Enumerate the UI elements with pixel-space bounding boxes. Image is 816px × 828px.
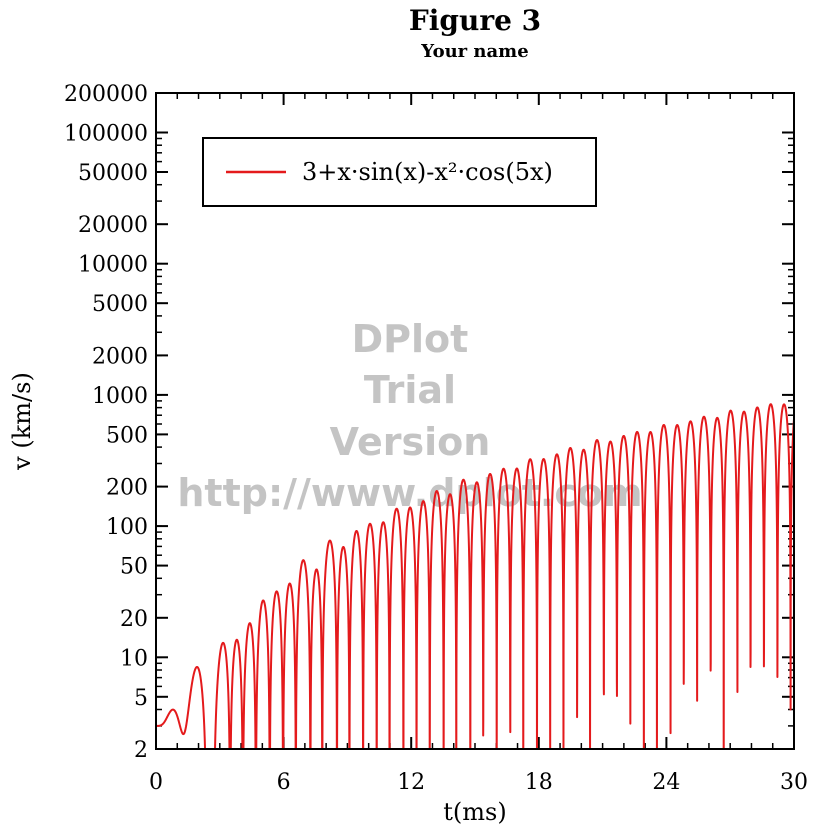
watermark-line: Trial <box>364 368 456 412</box>
y-tick-label: 5 <box>134 686 148 711</box>
chart-title: Figure 3 <box>409 4 541 37</box>
x-tick-label: 12 <box>397 770 425 795</box>
y-tick-label: 5000 <box>92 292 148 317</box>
legend-label: 3+x·sin(x)-x²·cos(5x) <box>302 158 553 186</box>
watermark-line: Version <box>330 420 491 464</box>
chart-subtitle: Your name <box>420 41 528 62</box>
series-line <box>157 403 793 748</box>
legend: 3+x·sin(x)-x²·cos(5x) <box>202 137 597 207</box>
y-tick-label: 20000 <box>78 213 148 238</box>
x-axis-ticks: 0 6 12 18 24 30 <box>149 93 808 795</box>
x-axis-label: t(ms) <box>443 798 506 826</box>
y-tick-label: 50000 <box>78 161 148 186</box>
y-tick-label: 20 <box>120 607 148 632</box>
y-tick-label: 10 <box>120 646 148 671</box>
y-tick-label: 100000 <box>64 121 148 146</box>
y-tick-label: 200000 <box>64 82 148 107</box>
y-tick-label: 50 <box>120 555 148 580</box>
legend-box <box>202 137 597 207</box>
watermark-line: DPlot <box>352 317 469 361</box>
y-tick-label: 2000 <box>92 344 148 369</box>
y-axis-label: v (km/s) <box>8 372 36 471</box>
x-tick-label: 18 <box>525 770 553 795</box>
y-tick-label: 2 <box>134 738 148 763</box>
y-tick-label: 200 <box>106 476 148 501</box>
y-axis-ticks: 2 5 10 20 50 100 200 500 1000 2000 5000 10000 20000 5… <box>64 82 794 763</box>
y-tick-label: 100 <box>106 515 148 540</box>
y-tick-label: 10000 <box>78 253 148 278</box>
x-tick-label: 30 <box>780 770 808 795</box>
x-tick-label: 6 <box>277 770 291 795</box>
x-tick-label: 0 <box>149 770 163 795</box>
y-tick-label: 500 <box>106 423 148 448</box>
y-tick-label: 1000 <box>92 384 148 409</box>
x-tick-label: 24 <box>652 770 680 795</box>
